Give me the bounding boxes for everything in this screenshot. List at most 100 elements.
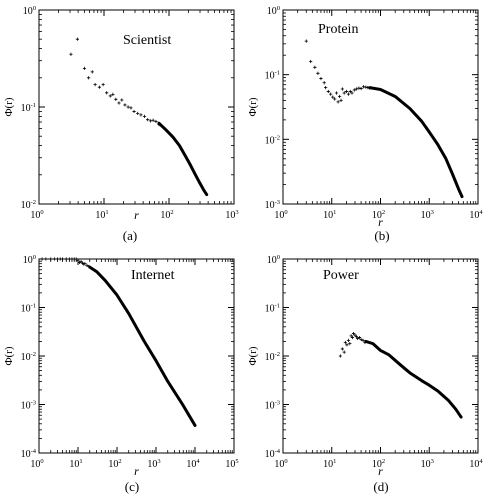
y-axis-label: Φ(r) bbox=[3, 97, 15, 116]
x-tick-label-base: 10 bbox=[274, 459, 284, 470]
data-point bbox=[350, 91, 354, 95]
y-tick-label: 10-2 bbox=[21, 351, 36, 363]
y-tick-label-base: 10 bbox=[267, 255, 277, 266]
data-point bbox=[354, 87, 358, 91]
x-tick-label-exponent: 0 bbox=[40, 458, 43, 465]
data-point bbox=[44, 257, 48, 261]
x-tick-label-base: 10 bbox=[225, 210, 235, 221]
data-point bbox=[108, 94, 112, 98]
data-point bbox=[105, 91, 109, 95]
data-point bbox=[340, 87, 344, 91]
y-tick-label-base: 10 bbox=[21, 200, 31, 211]
data-point bbox=[136, 111, 140, 115]
data-point bbox=[350, 335, 354, 340]
panel-title: Internet bbox=[131, 268, 175, 283]
data-point bbox=[120, 98, 124, 102]
data-point bbox=[148, 119, 153, 123]
y-tick-label-base: 10 bbox=[265, 200, 275, 211]
data-point bbox=[142, 114, 147, 118]
data-point bbox=[354, 335, 358, 339]
x-tick-label-exponent: 5 bbox=[235, 458, 238, 465]
y-tick-label: 10-1 bbox=[21, 303, 36, 315]
x-tick-label: 100 bbox=[274, 458, 287, 470]
y-tick-label-exponent: -2 bbox=[31, 351, 36, 358]
panel-d: 100 101 102 103 10410-410-310-210-1100rΦ(r)P… bbox=[247, 254, 483, 494]
x-axis-label: r bbox=[134, 464, 139, 478]
x-tick-label-base: 10 bbox=[30, 459, 40, 470]
data-point bbox=[75, 37, 80, 41]
x-tick-label-exponent: 2 bbox=[382, 209, 385, 216]
data-point bbox=[74, 257, 78, 261]
x-tick-label: 101 bbox=[95, 209, 108, 221]
data-point bbox=[361, 85, 366, 89]
data-point bbox=[83, 262, 87, 266]
y-tick-label-base: 10 bbox=[21, 449, 31, 460]
data-point bbox=[309, 59, 313, 64]
data-point bbox=[326, 89, 330, 94]
x-tick-label-exponent: 3 bbox=[431, 209, 434, 216]
y-tick-label-exponent: 0 bbox=[33, 254, 36, 261]
data-point bbox=[123, 103, 127, 107]
x-tick-label: 100 bbox=[274, 209, 287, 221]
y-tick-label: 10-3 bbox=[265, 400, 280, 412]
y-tick-label-exponent: 0 bbox=[277, 254, 280, 261]
data-curve bbox=[157, 121, 209, 197]
x-tick-label-base: 10 bbox=[69, 459, 79, 470]
x-tick-label-base: 10 bbox=[469, 459, 479, 470]
panel-caption: (a) bbox=[123, 228, 137, 243]
x-tick-label-exponent: 0 bbox=[284, 458, 287, 465]
data-point bbox=[346, 338, 351, 342]
y-tick-label: 10-3 bbox=[21, 400, 36, 412]
data-point bbox=[338, 94, 342, 99]
x-tick-label: 101 bbox=[323, 209, 336, 221]
panel-title: Scientist bbox=[123, 33, 171, 48]
data-point bbox=[313, 65, 317, 69]
x-tick-label-base: 10 bbox=[323, 459, 333, 470]
data-point bbox=[339, 98, 343, 102]
y-tick-label-base: 10 bbox=[21, 401, 31, 412]
x-tick-label-exponent: 0 bbox=[284, 209, 287, 216]
x-tick-label: 102 bbox=[160, 209, 173, 221]
x-tick-label: 103 bbox=[421, 209, 434, 221]
x-tick-label-exponent: 2 bbox=[170, 209, 173, 216]
data-point bbox=[76, 259, 80, 263]
data-point bbox=[331, 95, 335, 99]
x-tick-label-exponent: 1 bbox=[333, 209, 336, 216]
data-point bbox=[52, 257, 57, 261]
y-tick-label-base: 10 bbox=[265, 449, 275, 460]
data-point bbox=[338, 354, 342, 358]
data-point bbox=[359, 86, 363, 91]
x-tick-label: 100 bbox=[30, 458, 43, 470]
data-point bbox=[336, 100, 340, 104]
y-tick-label: 100 bbox=[23, 254, 36, 266]
data-point bbox=[97, 85, 102, 89]
data-point bbox=[353, 333, 357, 337]
data-point bbox=[348, 89, 352, 94]
data-point bbox=[342, 350, 346, 354]
y-tick-label: 10-1 bbox=[21, 102, 36, 114]
data-curve bbox=[88, 265, 197, 427]
data-point bbox=[129, 106, 133, 110]
data-point bbox=[361, 338, 365, 342]
y-tick-label-exponent: -1 bbox=[31, 102, 36, 109]
data-point bbox=[364, 85, 368, 89]
data-point bbox=[151, 118, 155, 122]
y-tick-label: 100 bbox=[267, 254, 280, 266]
data-point bbox=[101, 83, 105, 87]
data-point bbox=[114, 97, 118, 101]
data-curve bbox=[364, 339, 463, 419]
x-tick-label-exponent: 2 bbox=[118, 458, 121, 465]
x-tick-label-base: 10 bbox=[160, 210, 170, 221]
data-point bbox=[322, 81, 326, 85]
y-tick-label-base: 10 bbox=[23, 6, 33, 17]
y-tick-label-exponent: -4 bbox=[275, 448, 281, 455]
y-tick-label-base: 10 bbox=[267, 6, 277, 17]
data-point bbox=[357, 86, 361, 90]
panel-b: 100 101 102 103 10410-310-210-1100rΦ(r)Prote… bbox=[247, 5, 483, 243]
y-tick-label-exponent: -1 bbox=[31, 303, 36, 310]
data-point bbox=[126, 105, 130, 109]
data-point bbox=[146, 118, 150, 122]
x-axis-label: r bbox=[378, 464, 383, 478]
